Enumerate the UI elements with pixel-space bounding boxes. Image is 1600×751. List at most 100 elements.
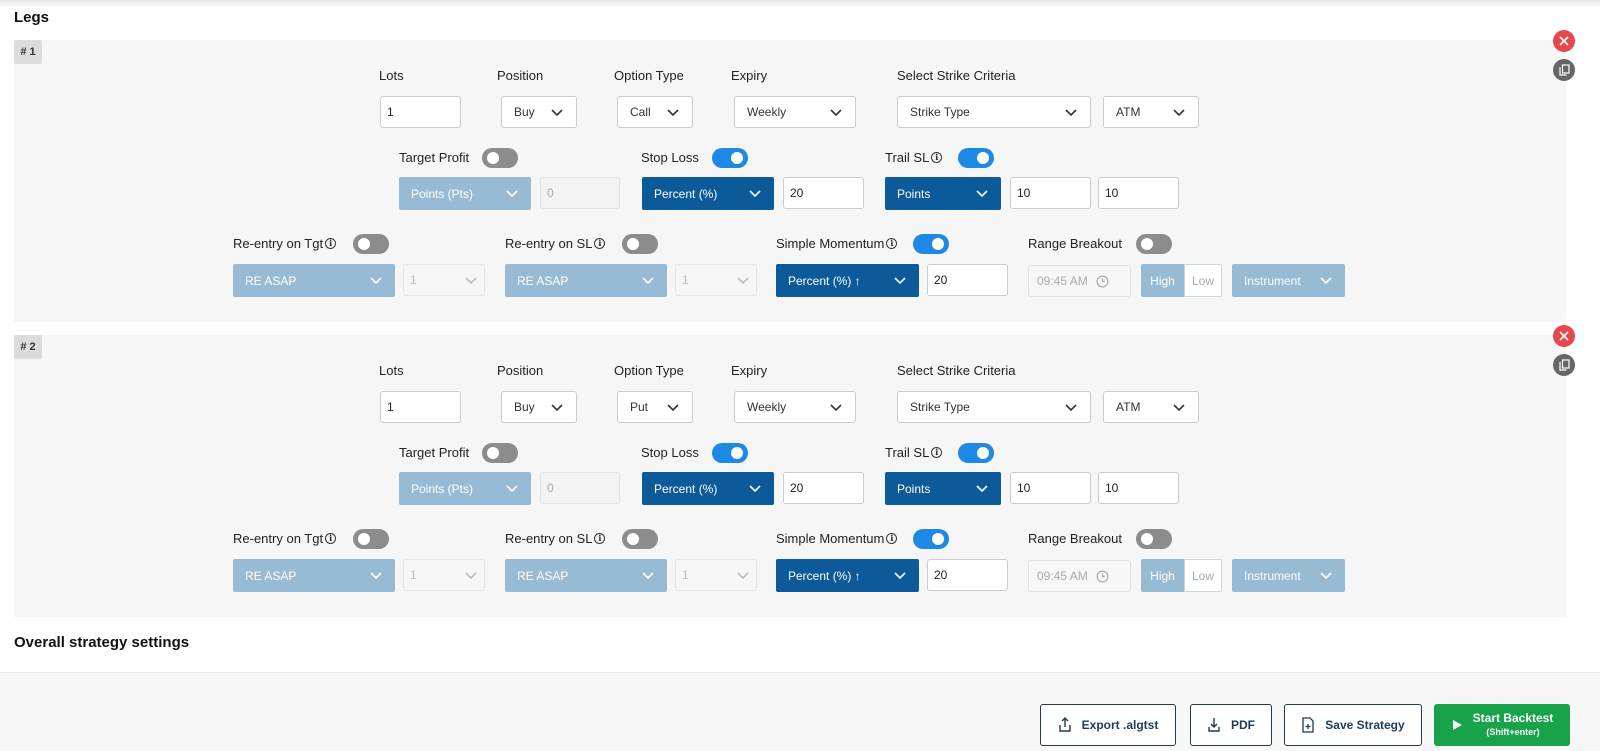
simple-momentum-input[interactable]: 20 bbox=[927, 559, 1008, 591]
expiry-select[interactable]: Weekly bbox=[734, 391, 856, 423]
strike-value-select[interactable]: ATM bbox=[1103, 96, 1199, 128]
range-breakout-toggle[interactable] bbox=[1136, 529, 1172, 549]
strike-value-select[interactable]: ATM bbox=[1103, 391, 1199, 423]
reentry-sl-count-select[interactable]: 1 bbox=[675, 264, 757, 296]
delete-leg-button[interactable] bbox=[1553, 30, 1575, 52]
target-profit-input[interactable]: 0 bbox=[540, 472, 620, 504]
strike-type-select[interactable]: Strike Type bbox=[897, 391, 1091, 423]
lots-input[interactable]: 1 bbox=[380, 391, 461, 423]
reentry-sl-label-text: Re-entry on SL bbox=[505, 531, 593, 546]
pdf-button[interactable]: PDF bbox=[1190, 704, 1272, 746]
instrument-value: Instrument bbox=[1244, 568, 1301, 583]
target-profit-toggle[interactable] bbox=[482, 148, 518, 168]
stop-loss-input[interactable]: 20 bbox=[783, 472, 864, 504]
copy-leg-button[interactable] bbox=[1553, 354, 1575, 376]
trail-sl-unit-select[interactable]: Points bbox=[885, 472, 1001, 505]
position-value: Buy bbox=[514, 105, 535, 119]
stop-loss-toggle[interactable] bbox=[712, 148, 748, 168]
range-breakout-time-input[interactable]: 09:45 AM bbox=[1028, 265, 1131, 297]
target-profit-unit-select[interactable]: Points (Pts) bbox=[399, 472, 531, 505]
reentry-sl-label: Re-entry on SL i bbox=[505, 531, 606, 546]
instrument-select[interactable]: Instrument bbox=[1232, 559, 1345, 592]
delete-leg-button[interactable] bbox=[1553, 325, 1575, 347]
simple-momentum-toggle[interactable] bbox=[913, 234, 949, 254]
trail-sl-input-2[interactable]: 10 bbox=[1098, 472, 1179, 504]
target-profit-unit-select[interactable]: Points (Pts) bbox=[399, 177, 531, 210]
reentry-tgt-count-select[interactable]: 1 bbox=[403, 559, 485, 591]
option-type-select[interactable]: Call bbox=[617, 96, 693, 128]
range-breakout-toggle[interactable] bbox=[1136, 234, 1172, 254]
export-button[interactable]: Export .algtst bbox=[1040, 704, 1176, 746]
reentry-tgt-label: Re-entry on Tgt i bbox=[233, 531, 337, 546]
chevron-down-icon bbox=[976, 485, 988, 493]
lots-label-text: Lots bbox=[379, 363, 404, 378]
position-select[interactable]: Buy bbox=[501, 391, 577, 423]
range-breakout-time-input[interactable]: 09:45 AM bbox=[1028, 560, 1131, 592]
reentry-sl-toggle[interactable] bbox=[622, 529, 658, 549]
position-select[interactable]: Buy bbox=[501, 96, 577, 128]
stop-loss-toggle[interactable] bbox=[712, 443, 748, 463]
chevron-down-icon bbox=[667, 403, 679, 411]
simple-momentum-input[interactable]: 20 bbox=[927, 264, 1008, 296]
reentry-tgt-label: Re-entry on Tgt i bbox=[233, 236, 337, 251]
chevron-down-icon bbox=[1173, 108, 1185, 116]
reentry-sl-label: Re-entry on SL i bbox=[505, 236, 606, 251]
instrument-select[interactable]: Instrument bbox=[1232, 264, 1345, 297]
reentry-tgt-count-select[interactable]: 1 bbox=[403, 264, 485, 296]
range-breakout-label: Range Breakout bbox=[1028, 236, 1122, 251]
reentry-sl-toggle[interactable] bbox=[622, 234, 658, 254]
reentry-sl-count-select[interactable]: 1 bbox=[675, 559, 757, 591]
simple-momentum-toggle[interactable] bbox=[913, 529, 949, 549]
high-option[interactable]: High bbox=[1141, 264, 1184, 297]
target-profit-toggle[interactable] bbox=[482, 443, 518, 463]
lots-label-text: Lots bbox=[379, 68, 404, 83]
reentry-tgt-mode-select[interactable]: RE ASAP bbox=[233, 264, 395, 297]
reentry-tgt-count: 1 bbox=[410, 568, 417, 582]
strike-type-select[interactable]: Strike Type bbox=[897, 96, 1091, 128]
clock-icon bbox=[1096, 570, 1109, 582]
range-breakout-label-text: Range Breakout bbox=[1028, 531, 1122, 546]
stop-loss-label-text: Stop Loss bbox=[641, 150, 699, 165]
trail-sl-toggle[interactable] bbox=[958, 443, 994, 463]
simple-momentum-unit-select[interactable]: Percent (%) ↑ bbox=[776, 264, 919, 297]
simple-momentum-unit-select[interactable]: Percent (%) ↑ bbox=[776, 559, 919, 592]
chevron-down-icon bbox=[894, 277, 906, 285]
copy-leg-button[interactable] bbox=[1553, 59, 1575, 81]
reentry-sl-mode-select[interactable]: RE ASAP bbox=[505, 559, 667, 592]
chevron-down-icon bbox=[667, 108, 679, 116]
chevron-down-icon bbox=[506, 190, 518, 198]
high-option[interactable]: High bbox=[1141, 559, 1184, 592]
reentry-tgt-toggle[interactable] bbox=[353, 529, 389, 549]
stop-loss-unit-select[interactable]: Percent (%) bbox=[642, 177, 774, 210]
target-profit-input[interactable]: 0 bbox=[540, 177, 620, 209]
save-strategy-button[interactable]: Save Strategy bbox=[1284, 704, 1422, 746]
strike-criteria-label: Select Strike Criteria bbox=[897, 68, 1015, 83]
chevron-down-icon bbox=[749, 190, 761, 198]
stop-loss-input[interactable]: 20 bbox=[783, 177, 864, 209]
info-icon: i bbox=[594, 238, 606, 249]
option-type-label-text: Option Type bbox=[614, 363, 684, 378]
stop-loss-unit: Percent (%) bbox=[654, 186, 718, 201]
trail-sl-input-1[interactable]: 10 bbox=[1010, 177, 1091, 209]
position-value: Buy bbox=[514, 400, 535, 414]
reentry-tgt-toggle[interactable] bbox=[353, 234, 389, 254]
trail-sl-input-1[interactable]: 10 bbox=[1010, 472, 1091, 504]
expiry-label: Expiry bbox=[731, 363, 767, 378]
trail-sl-unit-select[interactable]: Points bbox=[885, 177, 1001, 210]
option-type-select[interactable]: Put bbox=[617, 391, 693, 423]
low-option[interactable]: Low bbox=[1184, 559, 1222, 592]
chevron-down-icon bbox=[465, 571, 477, 579]
reentry-sl-mode-select[interactable]: RE ASAP bbox=[505, 264, 667, 297]
low-option[interactable]: Low bbox=[1184, 264, 1222, 297]
chevron-down-icon bbox=[551, 403, 563, 411]
trail-sl-toggle[interactable] bbox=[958, 148, 994, 168]
expiry-select[interactable]: Weekly bbox=[734, 96, 856, 128]
lots-input[interactable]: 1 bbox=[380, 96, 461, 128]
stop-loss-unit-select[interactable]: Percent (%) bbox=[642, 472, 774, 505]
info-icon: i bbox=[325, 533, 337, 544]
start-backtest-button[interactable]: Start Backtest (Shift+enter) bbox=[1434, 704, 1570, 746]
reentry-tgt-mode-select[interactable]: RE ASAP bbox=[233, 559, 395, 592]
trail-sl-input-2[interactable]: 10 bbox=[1098, 177, 1179, 209]
chevron-down-icon bbox=[830, 108, 842, 116]
info-icon: i bbox=[886, 238, 898, 249]
